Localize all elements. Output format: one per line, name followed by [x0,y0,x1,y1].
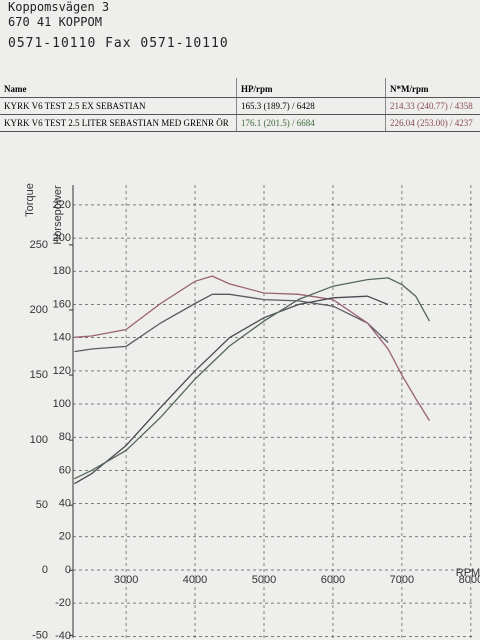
y2-tick-label: 220 [53,199,71,211]
cell: 176.1 (201.5) / 6684 [236,114,386,132]
cell: KYRK V6 TEST 2.5 EX SEBASTIAN [0,97,237,115]
x-tick-label: 7000 [390,574,414,586]
data-line [74,277,431,480]
x-tick-label: 3000 [114,574,138,586]
y-tick-label: -50 [32,629,48,640]
cell: HP/rpm [236,78,386,98]
x-tick-label: 4000 [183,574,207,586]
y-axis-label: Torque [24,183,36,217]
y2-tick-label: -20 [55,597,71,609]
table-row: KYRK V6 TEST 2.5 EX SEBASTIAN 165.3 (189… [0,97,480,115]
header-line: Koppomsvägen 3 [8,0,110,14]
y2-tick-label: 180 [53,265,71,277]
data-line [74,275,431,421]
data-line [74,295,389,485]
cell: 214.33 (240.77) / 4358 [385,97,480,115]
y2-tick-label: 120 [53,365,71,377]
y2-tick-label: 60 [59,464,71,476]
x-tick-label: 8000 [459,574,480,586]
y2-tick-label: 100 [53,398,71,410]
data-line [74,293,389,353]
table-header: Name HP/rpm N*M/rpm [0,78,480,98]
cell: 226.04 (253.00) / 4237 [385,114,480,132]
cell: KYRK V6 TEST 2.5 LITER SEBASTIAN MED GRE… [0,114,237,132]
cell: 165.3 (189.7) / 6428 [236,97,386,115]
y2-tick-label: 160 [53,298,71,310]
table-row: KYRK V6 TEST 2.5 LITER SEBASTIAN MED GRE… [0,114,480,132]
y-tick-label: 200 [30,304,48,316]
y-tick-label: 0 [42,564,48,576]
y2-tick-label: 140 [53,332,71,344]
results-table: Name HP/rpm N*M/rpm KYRK V6 TEST 2.5 EX … [0,78,480,132]
cell: N*M/rpm [385,78,480,98]
cell: Name [0,78,237,98]
header-line: 670 41 KOPPOM [8,15,102,29]
y2-tick-label: -40 [55,630,71,640]
y2-axis-label: Horsepower [52,185,64,245]
header-line: 0571-10110 Fax 0571-10110 [8,36,229,51]
x-axis-label: RPM [456,567,480,579]
y-tick-label: 100 [30,434,48,446]
y2-tick-label: 80 [59,431,71,443]
y-tick-label: 150 [30,369,48,381]
y2-tick-label: 200 [53,232,71,244]
y2-tick-label: 0 [65,564,71,576]
header: Koppomsvägen 3 670 41 KOPPOM 0571-10110 … [8,0,229,51]
x-tick-label: 5000 [252,574,276,586]
x-tick-label: 6000 [321,574,345,586]
y-tick-label: 50 [36,499,48,511]
y2-tick-label: 20 [59,531,71,543]
y2-tick-label: 40 [59,497,71,509]
y-tick-label: 250 [30,239,48,251]
